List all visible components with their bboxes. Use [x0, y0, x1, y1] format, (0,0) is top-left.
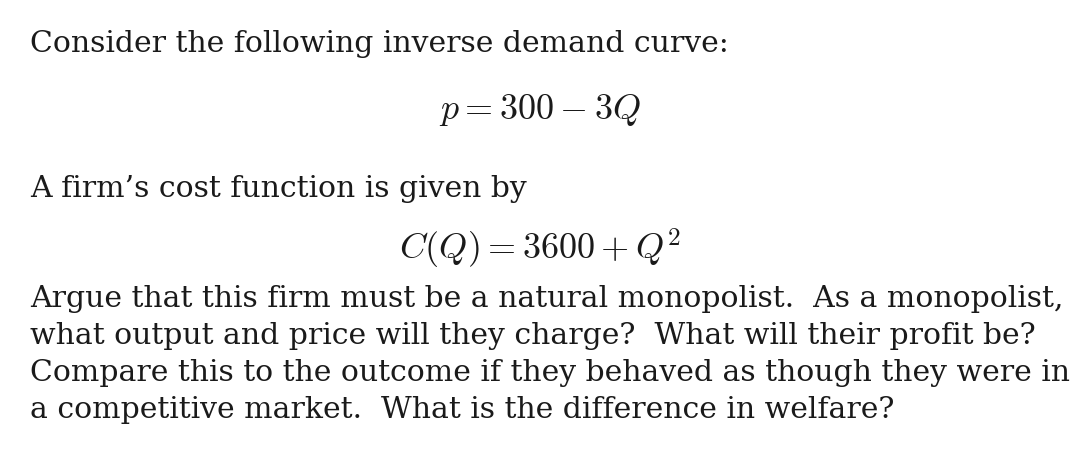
Text: $p = 300 - 3Q$: $p = 300 - 3Q$: [440, 92, 640, 128]
Text: Compare this to the outcome if they behaved as though they were in: Compare this to the outcome if they beha…: [30, 358, 1070, 386]
Text: what output and price will they charge?  What will their profit be?: what output and price will they charge? …: [30, 321, 1036, 349]
Text: $C(Q) = 3600 + Q^2$: $C(Q) = 3600 + Q^2$: [399, 227, 681, 270]
Text: A firm’s cost function is given by: A firm’s cost function is given by: [30, 175, 527, 203]
Text: Argue that this firm must be a natural monopolist.  As a monopolist,: Argue that this firm must be a natural m…: [30, 284, 1064, 312]
Text: Consider the following inverse demand curve:: Consider the following inverse demand cu…: [30, 30, 729, 58]
Text: a competitive market.  What is the difference in welfare?: a competitive market. What is the differ…: [30, 395, 894, 423]
